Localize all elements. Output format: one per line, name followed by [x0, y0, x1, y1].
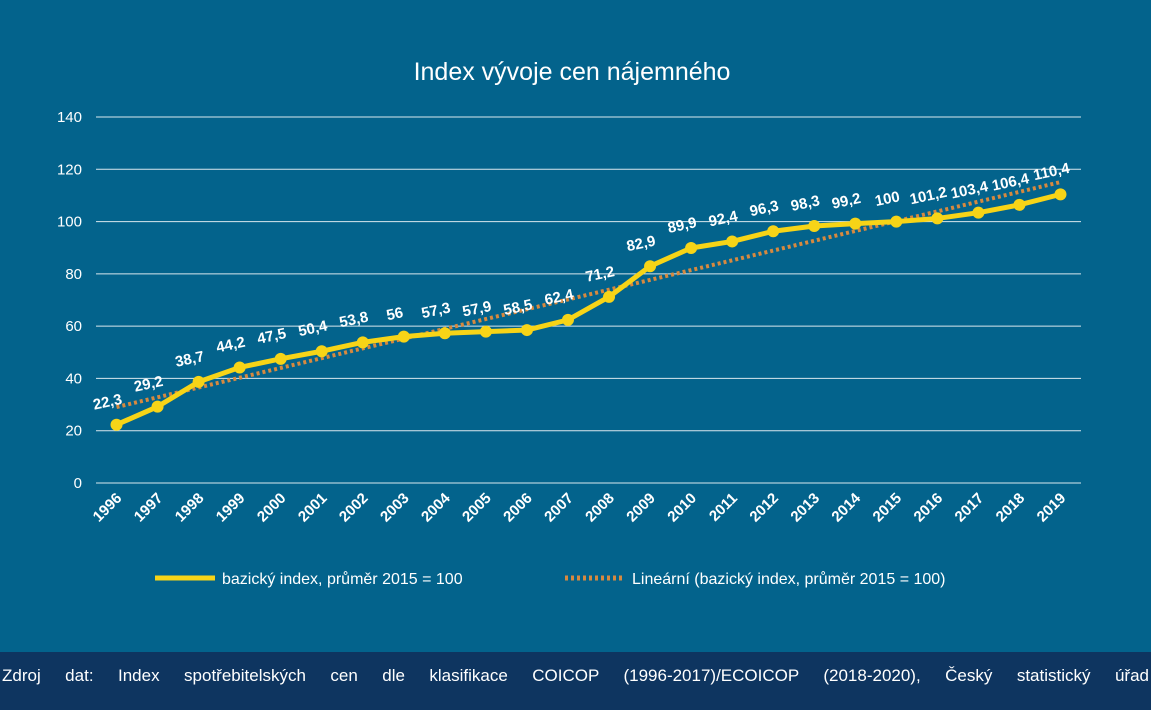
x-tick-label: 1996	[90, 490, 126, 526]
x-tick-label: 2018	[993, 490, 1029, 526]
data-labels: 22,3 29,2 38,7 44,2 47,5 50,4 53,8 56 57,3 57,9 58…	[92, 160, 1072, 414]
trend-line-group	[116, 180, 1061, 410]
data-label: 57,3	[420, 299, 452, 322]
data-label: 62,4	[543, 286, 576, 309]
data-label: 22,3	[92, 391, 124, 414]
chart-area: Index vývoje cen nájemného 0 20 40 60 80 100 1…	[56, 58, 1081, 588]
x-tick-label: 2006	[500, 490, 536, 526]
x-tick-label: 2019	[1034, 490, 1070, 526]
y-tick-label: 20	[65, 423, 82, 440]
data-label: 100	[873, 188, 901, 210]
data-point	[397, 330, 410, 343]
data-point	[315, 345, 328, 358]
x-tick-label: 1998	[172, 490, 208, 526]
trend-line	[116, 180, 1061, 410]
data-label: 110,4	[1032, 160, 1072, 184]
data-point	[808, 220, 821, 233]
x-tick-label: 2000	[254, 490, 290, 526]
data-label: 101,2	[908, 184, 948, 208]
y-axis-ticks: 0 20 40 60 80 100 120 140	[57, 109, 82, 492]
data-label: 57,9	[461, 298, 493, 321]
x-tick-label: 2017	[952, 490, 988, 526]
data-point	[192, 375, 205, 388]
y-tick-label: 40	[65, 370, 82, 387]
x-tick-label: 2010	[664, 490, 700, 526]
x-tick-label: 2014	[828, 489, 864, 525]
x-tick-label: 2004	[418, 489, 454, 525]
x-tick-label: 2008	[582, 490, 618, 526]
x-tick-label: 2002	[336, 490, 372, 526]
x-tick-label: 2015	[870, 490, 906, 526]
data-point	[356, 336, 369, 349]
series-line	[115, 191, 1062, 427]
source-footer	[0, 652, 1151, 710]
x-tick-label: 2003	[377, 490, 413, 526]
data-point	[438, 327, 451, 340]
x-tick-label: 2009	[623, 490, 659, 526]
data-label: 56	[385, 304, 405, 324]
data-label: 98,3	[789, 192, 821, 215]
y-tick-label: 140	[57, 109, 82, 126]
data-label: 103,4	[949, 178, 990, 203]
data-label: 71,2	[584, 263, 616, 286]
data-label: 92,4	[707, 208, 740, 231]
data-point	[931, 212, 944, 225]
data-point	[561, 313, 574, 326]
y-tick-label: 0	[74, 475, 82, 492]
line-chart: Index vývoje cen nájemného 0 20 40 60 80 100 1…	[57, 58, 1081, 588]
y-tick-label: 100	[57, 214, 82, 231]
data-point	[110, 418, 123, 431]
data-label: 29,2	[133, 373, 165, 396]
data-label: 47,5	[256, 325, 288, 348]
data-label: 53,8	[338, 309, 370, 332]
data-label: 82,9	[625, 233, 657, 256]
legend-label-trend: Lineární (bazický index, průměr 2015 = 1…	[632, 570, 946, 588]
legend: bazický index, průměr 2015 = 100 Lineárn…	[155, 570, 946, 588]
data-point	[890, 215, 903, 228]
data-point	[1013, 198, 1026, 211]
data-point	[603, 290, 616, 303]
data-point	[1054, 188, 1067, 201]
data-label: 106,4	[990, 170, 1031, 195]
source-note: Zdroj dat: Index spotřebitelských cen dl…	[2, 666, 1149, 685]
x-tick-label: 2007	[541, 490, 577, 526]
data-point	[726, 235, 739, 248]
data-label: 38,7	[174, 348, 206, 371]
x-tick-label: 2001	[295, 490, 331, 526]
gridlines	[96, 116, 1081, 484]
data-label: 50,4	[297, 317, 330, 340]
y-tick-label: 80	[65, 266, 82, 283]
x-tick-label: 2005	[459, 490, 495, 526]
data-point	[644, 260, 657, 273]
y-tick-label: 120	[57, 161, 82, 178]
data-label: 44,2	[215, 334, 247, 357]
data-point	[520, 324, 533, 337]
x-tick-label: 1999	[213, 490, 249, 526]
chart-title: Index vývoje cen nájemného	[414, 58, 731, 86]
data-label: 58,5	[502, 296, 534, 319]
x-tick-label: 2011	[706, 490, 741, 525]
data-label: 96,3	[748, 197, 780, 220]
data-point	[685, 241, 698, 254]
data-label: 89,9	[666, 214, 698, 237]
data-point	[151, 400, 164, 413]
x-tick-label: 2013	[787, 490, 823, 526]
data-point	[233, 361, 246, 374]
x-tick-label: 2016	[911, 490, 947, 526]
y-tick-label: 60	[65, 318, 82, 335]
x-axis-ticks: 1996 1997 1998 1999 2000 2001 2002 2003 2004 2005…	[90, 489, 1070, 525]
data-point	[767, 225, 780, 238]
data-point	[849, 217, 862, 230]
data-label: 99,2	[830, 190, 862, 213]
x-tick-label: 1997	[131, 490, 167, 526]
legend-label-series: bazický index, průměr 2015 = 100	[222, 570, 463, 588]
data-point	[274, 352, 287, 365]
x-tick-label: 2012	[746, 490, 782, 526]
data-point	[479, 325, 492, 338]
data-point	[972, 206, 985, 219]
series-line-group	[110, 188, 1067, 431]
